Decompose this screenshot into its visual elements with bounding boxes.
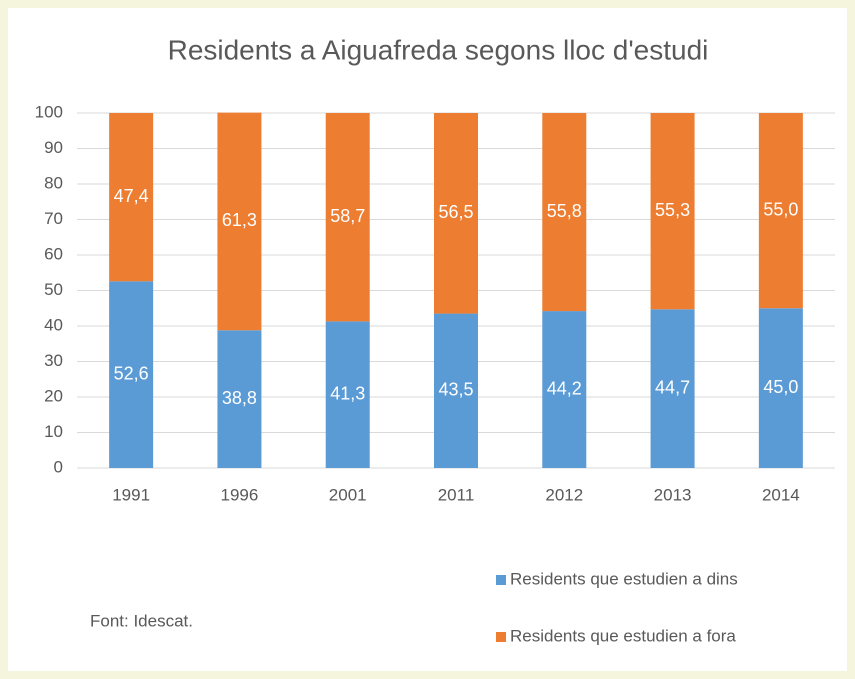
y-tick-label: 30 [44, 351, 63, 370]
bar-segment [758, 308, 803, 468]
y-tick-label: 80 [44, 173, 63, 192]
data-label: 52,6 [114, 363, 149, 383]
bar-segment [434, 313, 478, 468]
bar-segment [109, 281, 154, 468]
bar-segment [542, 311, 587, 468]
x-tick-label: 2011 [438, 485, 475, 504]
y-tick-label: 10 [44, 422, 63, 441]
x-tick-label: 1996 [221, 485, 259, 504]
data-label: 61,3 [222, 210, 257, 230]
y-tick-label: 60 [44, 244, 63, 263]
data-label: 38,8 [222, 388, 257, 408]
bar-segment [650, 113, 695, 310]
y-tick-label: 0 [54, 457, 63, 476]
x-tick-label: 2014 [762, 485, 800, 504]
bar-segment [109, 113, 154, 282]
legend-swatch [496, 575, 506, 585]
bar-segment [217, 112, 262, 331]
x-tick-label: 2013 [654, 485, 692, 504]
legend-swatch [496, 632, 506, 642]
legend-label: Residents que estudien a dins [510, 569, 738, 588]
y-tick-label: 40 [44, 315, 63, 334]
chart-title: Residents a Aiguafreda segons lloc d'est… [168, 34, 709, 65]
y-tick-label: 50 [44, 280, 63, 299]
bar-segment [217, 330, 262, 468]
data-label: 55,0 [763, 199, 798, 219]
y-tick-label: 90 [44, 138, 63, 157]
bar-segment [758, 113, 803, 309]
y-tick-label: 100 [35, 102, 63, 121]
bar-segment [325, 321, 370, 468]
legend-label: Residents que estudien a fora [510, 626, 736, 645]
data-label: 41,3 [330, 383, 365, 403]
data-label: 56,5 [438, 202, 473, 222]
bar-segment [650, 309, 695, 468]
source-note: Font: Idescat. [90, 611, 193, 630]
x-tick-label: 1991 [112, 485, 150, 504]
x-tick-label: 2001 [329, 485, 367, 504]
bar-segment [434, 113, 478, 314]
data-label: 58,7 [330, 206, 365, 226]
data-label: 55,3 [655, 200, 690, 220]
data-label: 44,2 [547, 378, 582, 398]
bar-segment [325, 113, 370, 322]
bar-segment [542, 113, 587, 312]
data-label: 45,0 [763, 377, 798, 397]
data-label: 47,4 [114, 186, 149, 206]
y-tick-label: 20 [44, 386, 63, 405]
data-label: 55,8 [547, 201, 582, 221]
y-tick-label: 70 [44, 209, 63, 228]
x-tick-label: 2012 [545, 485, 583, 504]
data-label: 44,7 [655, 377, 690, 397]
data-label: 43,5 [438, 380, 473, 400]
